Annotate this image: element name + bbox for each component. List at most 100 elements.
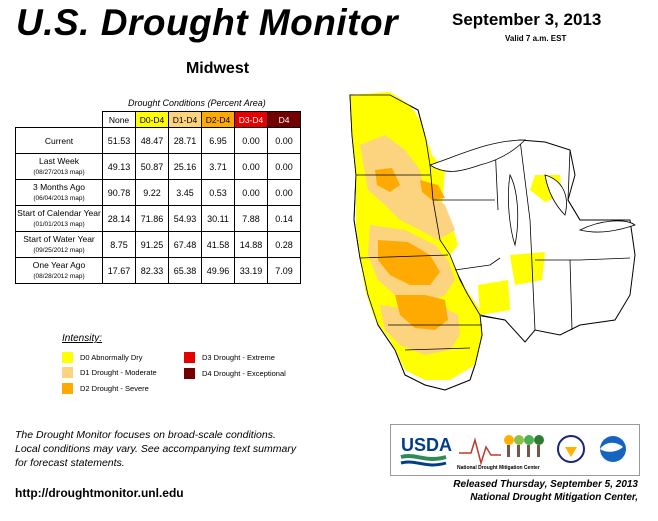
table-cell: 0.53 <box>201 179 235 206</box>
row-label-text: Start of Calendar Year <box>17 207 101 218</box>
d2-severe-drought-areas <box>375 168 448 330</box>
table-cell: 0.28 <box>267 231 301 258</box>
table-cell: 0.00 <box>234 153 268 180</box>
table-cell: 30.11 <box>201 205 235 232</box>
table-cell: 3.71 <box>201 153 235 180</box>
row-label-sub: (06/04/2013 map) <box>33 194 85 202</box>
legend-item-d4: D4 Drought - Exceptional <box>184 368 286 379</box>
table-cell: 7.09 <box>267 257 301 284</box>
release-info: Released Thursday, September 5, 2013 Nat… <box>390 478 638 504</box>
table-cell: 51.53 <box>102 127 136 154</box>
row-label: Start of Calendar Year (01/01/2013 map) <box>15 205 103 232</box>
table-cell: 17.67 <box>102 257 136 284</box>
table-row: Last Week (08/27/2013 map) 49.13 50.87 25.16… <box>15 153 301 180</box>
table-cell: 25.16 <box>168 153 202 180</box>
row-label: Start of Water Year (09/25/2012 map) <box>15 231 103 258</box>
table-cell: 0.14 <box>267 205 301 232</box>
table-cell: 7.88 <box>234 205 268 232</box>
legend-item-d2: D2 Drought - Severe <box>62 383 149 394</box>
ndmc-logo-icon <box>459 435 544 466</box>
table-cell: 50.87 <box>135 153 169 180</box>
table-cell: 0.00 <box>234 127 268 154</box>
table-header-row: None D0-D4 D1-D4 D2-D4 D3-D4 D4 <box>16 111 301 128</box>
commerce-seal-emblem <box>565 447 577 457</box>
legend-swatch-d2 <box>62 383 73 394</box>
table-cell: 54.93 <box>168 205 202 232</box>
row-label-sub: (09/25/2012 map) <box>33 246 85 254</box>
row-label-text: Start of Water Year <box>23 233 95 244</box>
table-cell: 65.38 <box>168 257 202 284</box>
legend-label-d0: D0 Abnormally Dry <box>80 353 143 362</box>
table-cell: 0.00 <box>267 179 301 206</box>
usda-logo-swoosh-2 <box>400 460 447 467</box>
table-row: 3 Months Ago (06/04/2013 map) 90.78 9.22 3.4… <box>15 179 301 206</box>
legend-swatch-d4 <box>184 368 195 379</box>
table-cell: 0.00 <box>267 127 301 154</box>
legend-label-d1: D1 Drought - Moderate <box>80 368 157 377</box>
footnote-line-3: for forecast statements. <box>15 457 125 469</box>
table-col-header-4: D3-D4 <box>234 111 268 128</box>
legend-item-d3: D3 Drought - Extreme <box>184 352 275 363</box>
row-label-text: One Year Ago <box>32 259 86 270</box>
row-label-sub: (08/27/2013 map) <box>33 168 85 176</box>
legend-swatch-d3 <box>184 352 195 363</box>
table-cell: 28.14 <box>102 205 136 232</box>
table-cell: 49.13 <box>102 153 136 180</box>
legend-title: Intensity: <box>62 333 103 344</box>
table-caption: Drought Conditions (Percent Area) <box>128 98 266 108</box>
table-col-header-2: D1-D4 <box>168 111 202 128</box>
table-col-header-5: D4 <box>267 111 301 128</box>
release-line-2: National Drought Mitigation Center, <box>470 492 638 503</box>
legend-item-d1: D1 Drought - Moderate <box>62 367 157 378</box>
table-row: Start of Water Year (09/25/2012 map) 8.75 9… <box>15 231 301 258</box>
row-label-sub: (01/01/2013 map) <box>33 220 85 228</box>
legend-label-d4: D4 Drought - Exceptional <box>202 369 286 378</box>
table-cell: 33.19 <box>234 257 268 284</box>
table-col-header-0: None <box>102 111 136 128</box>
table-cell: 91.25 <box>135 231 169 258</box>
table-cell: 71.86 <box>135 205 169 232</box>
table-cell: 8.75 <box>102 231 136 258</box>
row-label-text: 3 Months Ago <box>33 181 85 192</box>
ndmc-logo-text: National Drought Mitigation Center <box>457 465 540 471</box>
table-cell: 49.96 <box>201 257 235 284</box>
legend-label-d2: D2 Drought - Severe <box>80 384 149 393</box>
row-label: Last Week (08/27/2013 map) <box>15 153 103 180</box>
table-corner <box>16 112 103 128</box>
table-cell: 41.58 <box>201 231 235 258</box>
table-cell: 48.47 <box>135 127 169 154</box>
state-borders <box>349 94 636 391</box>
row-label-sub: (08/28/2012 map) <box>33 272 85 280</box>
row-label: 3 Months Ago (06/04/2013 map) <box>15 179 103 206</box>
row-label: One Year Ago (08/28/2012 map) <box>15 257 103 284</box>
table-row: Start of Calendar Year (01/01/2013 map) 28… <box>15 205 301 232</box>
valid-time: Valid 7 a.m. EST <box>505 34 567 43</box>
row-label: Current <box>15 127 103 154</box>
noaa-logo-bird <box>600 442 623 452</box>
table-row: Current 51.53 48.47 28.71 6.95 0.00 0.00 <box>15 127 301 154</box>
drought-conditions-table: None D0-D4 D1-D4 D2-D4 D3-D4 D4 Current 51.53 4… <box>15 111 301 284</box>
footnote-line-2: Local conditions may vary. See accompany… <box>15 443 297 455</box>
footnote-line-1: The Drought Monitor focuses on broad-sca… <box>15 429 276 441</box>
legend-label-d3: D3 Drought - Extreme <box>202 353 275 362</box>
table-cell: 28.71 <box>168 127 202 154</box>
region-label: Midwest <box>185 60 250 77</box>
map-date: September 3, 2013 <box>452 10 602 29</box>
table-col-header-3: D2-D4 <box>201 111 235 128</box>
table-cell: 0.00 <box>267 153 301 180</box>
table-cell: 14.88 <box>234 231 268 258</box>
usda-logo: USDA <box>401 435 452 455</box>
row-label-text: Current <box>44 135 74 146</box>
table-cell: 0.00 <box>234 179 268 206</box>
release-line-1: Released Thursday, September 5, 2013 <box>453 479 638 490</box>
table-cell: 67.48 <box>168 231 202 258</box>
partner-logos: USDA National Drought Mitigation Center <box>390 424 640 476</box>
table-col-header-1: D0-D4 <box>135 111 169 128</box>
legend-swatch-d0 <box>62 352 73 363</box>
drought-map <box>349 92 636 391</box>
table-cell: 3.45 <box>168 179 202 206</box>
table-cell: 6.95 <box>201 127 235 154</box>
website-url[interactable]: http://droughtmonitor.unl.edu <box>15 486 184 500</box>
row-label-text: Last Week <box>38 155 79 166</box>
legend-swatch-d1 <box>62 367 73 378</box>
